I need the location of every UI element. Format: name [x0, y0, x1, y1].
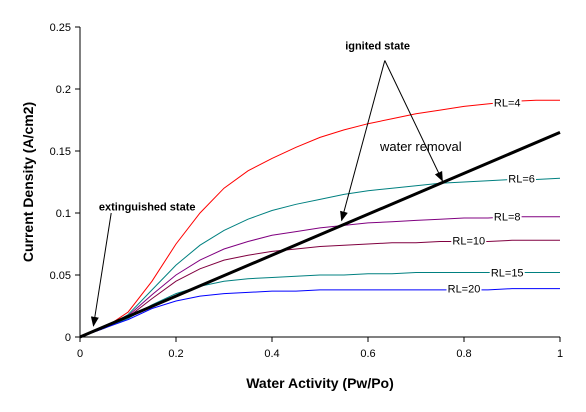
y-tick-label: 0.15	[50, 146, 71, 158]
series-label-rl-10: RL=10	[452, 235, 485, 247]
series-label-bg	[492, 209, 522, 224]
series-label-bg	[446, 281, 482, 296]
extinguished-arrow	[90, 212, 112, 327]
x-tick-label: 0.2	[168, 348, 183, 360]
series-label-bg	[492, 95, 522, 110]
series-label-rl-4: RL=4	[494, 98, 521, 110]
x-tick-label: 0	[77, 348, 83, 360]
series-label-bg	[489, 265, 525, 280]
series-label-rl-20: RL=20	[448, 284, 481, 296]
ignited-arrow-1	[340, 60, 386, 222]
series-label-bg	[451, 233, 487, 248]
x-tick-label: 0.6	[360, 348, 375, 360]
x-tick-label: 1	[557, 348, 563, 360]
series-label-rl-15: RL=15	[491, 268, 524, 280]
series-label-bg	[507, 171, 536, 186]
series-label-rl-6: RL=6	[508, 173, 535, 185]
series-line-rl-10	[79, 239, 560, 338]
annotation-ignited-state: ignited state	[345, 40, 410, 52]
y-tick-label: 0.25	[50, 22, 71, 34]
ignited-arrow-2	[384, 60, 443, 182]
x-axis-title: Water Activity (Pw/Po)	[246, 375, 394, 391]
series-line-rl-6	[79, 177, 561, 338]
series-label-rl-8: RL=8	[494, 212, 521, 224]
y-tick-label: 0.1	[56, 208, 71, 220]
y-tick-label: 0.2	[56, 84, 71, 96]
annotation-extinguished-state: extinguished state	[99, 202, 196, 214]
water-removal-line	[79, 131, 561, 339]
series-line-rl-15	[79, 272, 560, 338]
annotation-water-removal: water removal	[379, 139, 462, 154]
x-tick-label: 0.8	[456, 348, 471, 360]
series-line-rl-4	[79, 99, 560, 338]
y-tick-label: 0.05	[50, 270, 71, 282]
y-axis-title: Current Density (A/cm2)	[20, 102, 36, 262]
x-tick-label: 0.4	[264, 348, 279, 360]
series-line-rl-20	[79, 288, 560, 338]
y-tick-label: 0	[65, 332, 71, 344]
series-line-rl-8	[79, 216, 560, 338]
